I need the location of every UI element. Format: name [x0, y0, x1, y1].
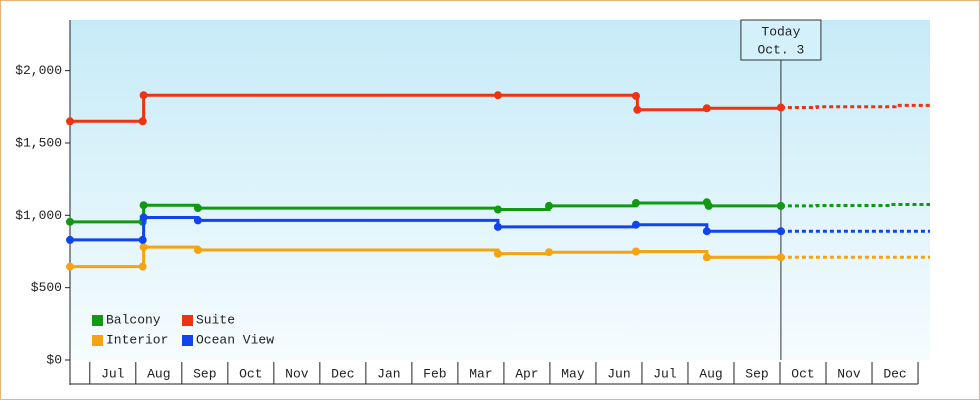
price-point — [704, 201, 713, 210]
x-tick-label: Aug — [147, 366, 170, 381]
x-tick-label: Jul — [101, 366, 125, 381]
legend-swatch — [92, 335, 103, 346]
price-point — [66, 235, 74, 244]
price-point — [139, 243, 148, 252]
price-point — [138, 117, 147, 126]
price-point — [493, 249, 502, 258]
forecast-line — [780, 202, 930, 208]
price-point — [631, 247, 640, 256]
x-tick-label: Dec — [331, 366, 354, 381]
x-tick-label: Feb — [423, 366, 446, 381]
price-point — [776, 227, 785, 236]
price-point — [139, 91, 148, 100]
x-tick-label: Apr — [515, 366, 538, 381]
y-tick-label: $1,500 — [15, 135, 62, 150]
price-point — [193, 216, 202, 225]
x-tick-label: Aug — [699, 366, 722, 381]
x-tick-label: Dec — [883, 366, 906, 381]
price-point — [633, 105, 642, 114]
price-point — [631, 220, 640, 229]
plot-area — [70, 20, 930, 360]
today-box — [740, 19, 822, 61]
price-point — [776, 103, 785, 112]
price-point — [631, 91, 640, 100]
price-point — [139, 201, 148, 210]
x-tick-label: Sep — [193, 366, 216, 381]
price-point — [139, 213, 148, 222]
price-point — [66, 117, 74, 126]
x-tick-label: May — [561, 366, 585, 381]
legend-label: Suite — [196, 312, 235, 327]
price-point — [631, 199, 640, 208]
legend-label: Balcony — [106, 312, 161, 327]
price-point — [702, 227, 711, 236]
price-point — [66, 217, 74, 226]
today-label: Oct. 3 — [758, 42, 805, 57]
price-point — [66, 262, 74, 271]
x-tick-label: Mar — [469, 366, 492, 381]
y-tick-label: $1,000 — [15, 208, 62, 223]
price-point — [545, 248, 554, 257]
legend-swatch — [182, 335, 193, 346]
price-point — [702, 104, 711, 113]
price-point — [493, 222, 502, 231]
x-tick-label: Oct — [791, 366, 814, 381]
y-tick-label: $500 — [31, 280, 62, 295]
x-tick-label: Nov — [285, 366, 309, 381]
x-tick-label: Jun — [607, 366, 630, 381]
price-point — [138, 262, 147, 271]
legend-label: Ocean View — [196, 332, 274, 347]
x-tick-label: Jan — [377, 366, 400, 381]
price-point — [776, 253, 785, 262]
price-point — [138, 235, 147, 244]
legend-swatch — [92, 315, 103, 326]
x-tick-label: Nov — [837, 366, 861, 381]
x-tick-label: Oct — [239, 366, 262, 381]
x-tick-label: Sep — [745, 366, 768, 381]
price-point — [545, 201, 554, 210]
today-label: Today — [761, 24, 800, 39]
price-point — [702, 253, 711, 262]
price-point — [493, 205, 502, 214]
price-point — [493, 91, 502, 100]
y-tick-label: $0 — [46, 352, 62, 367]
price-point — [776, 201, 785, 210]
x-tick-label: Jul — [653, 366, 677, 381]
price-point — [193, 204, 202, 213]
price-point — [193, 246, 202, 255]
forecast-line — [780, 103, 930, 110]
legend-swatch — [182, 315, 193, 326]
y-tick-label: $2,000 — [15, 63, 62, 78]
legend-label: Interior — [106, 332, 168, 347]
